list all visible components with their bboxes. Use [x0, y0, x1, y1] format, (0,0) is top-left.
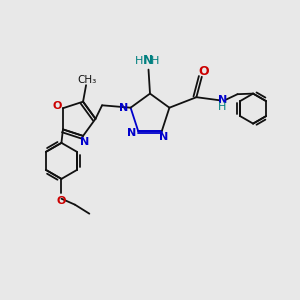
- Text: O: O: [198, 65, 208, 78]
- Text: O: O: [57, 196, 66, 206]
- Text: N: N: [143, 54, 154, 67]
- Text: N: N: [159, 131, 168, 142]
- Text: H: H: [151, 56, 159, 66]
- Text: H: H: [218, 102, 227, 112]
- Text: CH₃: CH₃: [77, 75, 96, 85]
- Text: N: N: [119, 103, 129, 113]
- Text: H: H: [135, 56, 144, 66]
- Text: N: N: [218, 94, 227, 105]
- Text: N: N: [80, 137, 89, 147]
- Text: N: N: [128, 128, 136, 138]
- Text: O: O: [53, 101, 62, 111]
